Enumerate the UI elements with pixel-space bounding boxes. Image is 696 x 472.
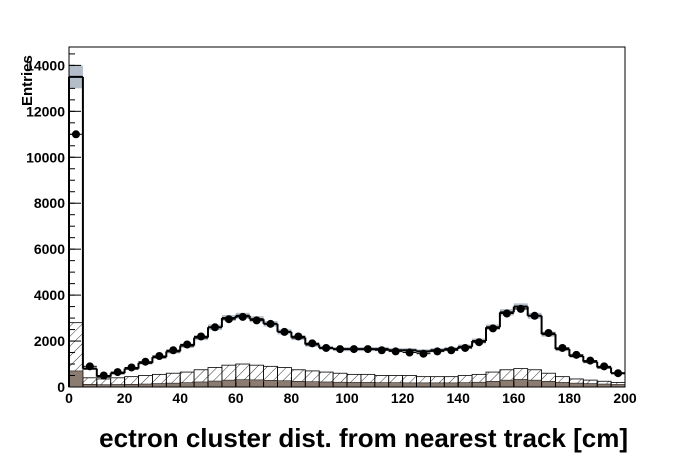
filled-bar xyxy=(332,381,348,388)
x-tick-label: 80 xyxy=(284,390,300,406)
filled-bar xyxy=(263,380,278,388)
data-point xyxy=(183,340,192,349)
x-tick-label: 180 xyxy=(558,390,582,406)
x-tick-label: 40 xyxy=(172,390,188,406)
data-point xyxy=(572,350,581,359)
filled-bar xyxy=(555,382,570,388)
x-tick-label: 60 xyxy=(228,390,244,406)
data-point xyxy=(614,369,623,378)
data-point xyxy=(224,315,233,324)
y-axis-label: Entries xyxy=(19,55,36,106)
filled-bar xyxy=(360,382,376,388)
y-tick-label: 6000 xyxy=(34,241,65,257)
data-point xyxy=(475,338,484,347)
data-point xyxy=(349,345,358,354)
filled-bar xyxy=(221,379,237,388)
data-point xyxy=(363,345,372,354)
filled-bar xyxy=(513,379,528,388)
data-point xyxy=(141,357,150,366)
x-axis-label: ectron cluster dist. from nearest track … xyxy=(99,423,628,453)
data-point xyxy=(516,304,525,313)
filled-bar xyxy=(374,382,389,388)
data-point xyxy=(113,368,122,377)
data-point xyxy=(238,312,247,321)
data-point xyxy=(447,346,456,355)
data-point xyxy=(294,332,303,341)
filled-bar xyxy=(416,382,431,388)
data-point xyxy=(419,349,428,358)
filled-bar xyxy=(541,381,556,388)
filled-bar xyxy=(527,379,542,388)
filled-bar xyxy=(207,380,223,388)
filled-bar xyxy=(152,383,167,388)
data-point xyxy=(266,319,275,328)
data-point xyxy=(71,130,80,139)
filled-bar xyxy=(179,382,195,388)
data-point xyxy=(461,343,470,352)
data-point xyxy=(336,345,345,354)
y-tick-label: 12000 xyxy=(26,103,65,119)
x-tick-label: 0 xyxy=(65,390,73,406)
data-point xyxy=(99,371,108,380)
data-point xyxy=(322,343,331,352)
filled-bar xyxy=(166,382,181,388)
data-point xyxy=(280,327,289,336)
data-point xyxy=(210,323,219,332)
filled-bar xyxy=(485,381,501,388)
data-point xyxy=(252,316,261,325)
filled-bar xyxy=(402,382,417,388)
data-point xyxy=(391,347,400,356)
y-tick-label: 14000 xyxy=(26,57,65,73)
data-point xyxy=(600,362,609,371)
x-tick-label: 100 xyxy=(335,390,359,406)
filled-bar xyxy=(499,379,515,388)
filled-bar xyxy=(444,382,459,388)
data-point xyxy=(197,332,206,341)
filled-bar xyxy=(471,381,487,388)
data-point xyxy=(586,356,595,365)
filled-bar xyxy=(388,382,403,388)
x-tick-label: 140 xyxy=(447,390,471,406)
filled-bar xyxy=(193,381,209,388)
filled-bar xyxy=(569,382,584,388)
data-point xyxy=(308,339,317,348)
data-point xyxy=(488,324,497,333)
filled-bar xyxy=(318,381,334,388)
x-tick-label: 160 xyxy=(502,390,526,406)
x-tick-label: 200 xyxy=(613,390,637,406)
y-tick-label: 4000 xyxy=(34,287,65,303)
filled-bar xyxy=(235,379,250,388)
filled-bar xyxy=(305,381,320,388)
data-point xyxy=(530,311,539,320)
data-point xyxy=(127,363,136,372)
plot-area xyxy=(68,65,626,388)
x-tick-label: 20 xyxy=(117,390,133,406)
data-point xyxy=(544,329,553,338)
data-point xyxy=(558,343,567,352)
filled-bar xyxy=(291,381,306,388)
data-point xyxy=(155,351,164,360)
y-tick-label: 2000 xyxy=(34,333,65,349)
filled-bar xyxy=(249,379,264,388)
y-tick-label: 0 xyxy=(57,379,65,395)
y-tick-label: 10000 xyxy=(26,149,65,165)
filled-bar xyxy=(68,370,84,388)
filled-bar xyxy=(346,382,362,388)
data-point xyxy=(377,346,386,355)
data-point xyxy=(169,346,178,355)
data-point xyxy=(433,347,442,356)
filled-bar xyxy=(583,383,598,388)
data-point xyxy=(405,348,414,357)
filled-bar xyxy=(277,380,292,388)
filled-bar xyxy=(430,382,445,388)
y-tick-label: 8000 xyxy=(34,195,65,211)
filled-bar xyxy=(457,382,473,388)
data-point xyxy=(85,362,94,371)
data-point xyxy=(502,309,511,318)
x-tick-label: 120 xyxy=(391,390,415,406)
